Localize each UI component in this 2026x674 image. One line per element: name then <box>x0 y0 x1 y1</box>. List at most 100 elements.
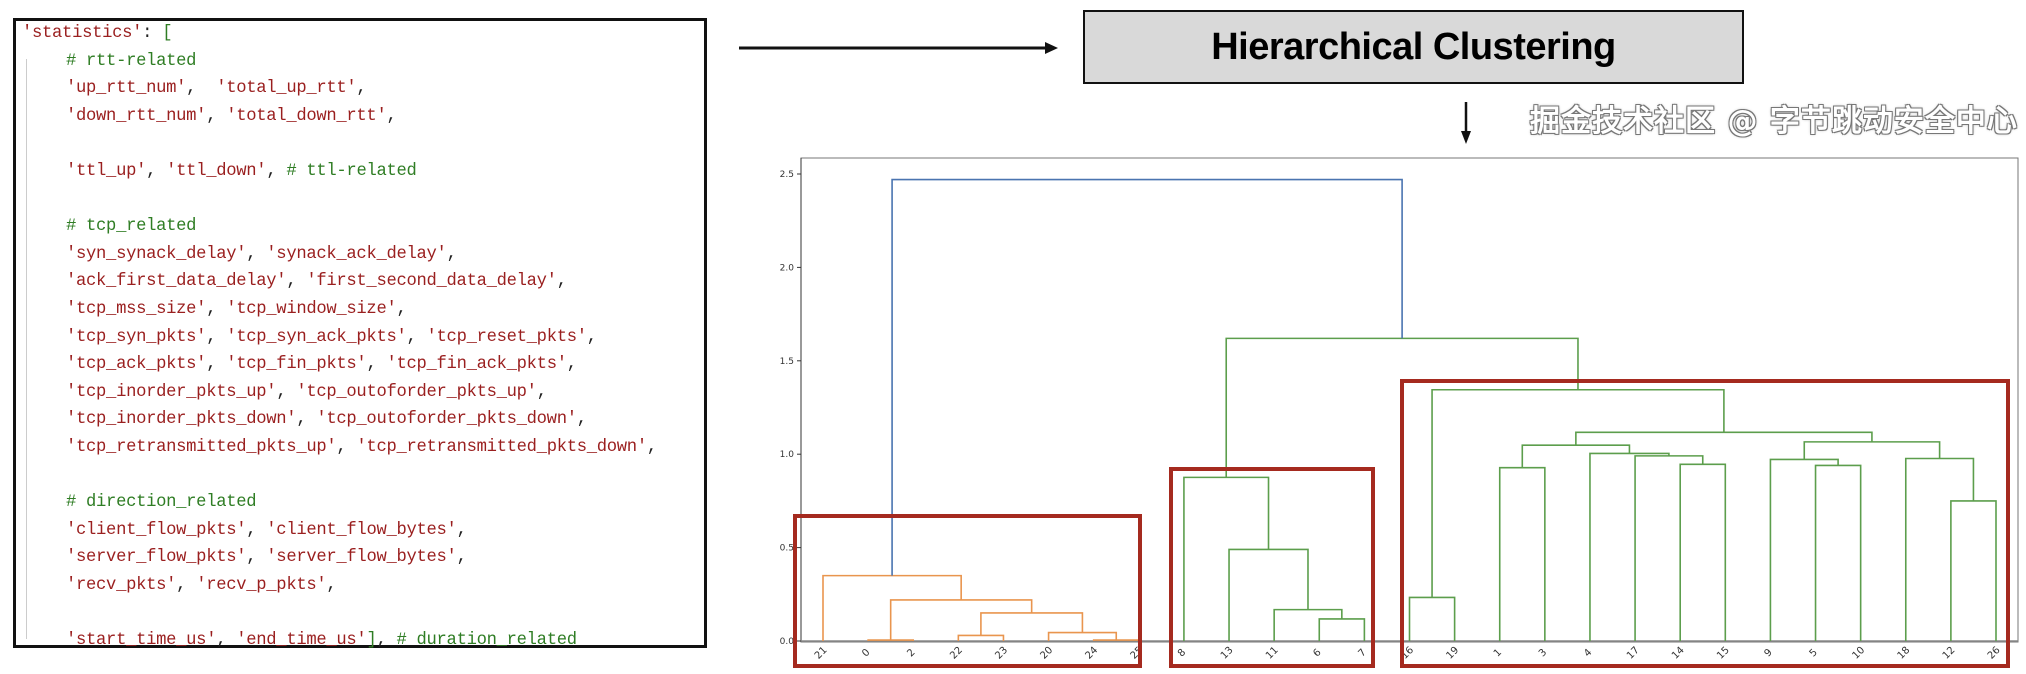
code-line: 'tcp_mss_size', 'tcp_window_size', <box>66 297 407 323</box>
dendrogram-link <box>1769 458 1839 641</box>
code-string: 'tcp_retransmitted_pkts_up' <box>66 438 337 457</box>
leaf-label: 2 <box>905 647 917 659</box>
dendrogram-link <box>1803 441 1941 460</box>
dendrogram-link <box>889 599 1033 641</box>
code-panel: 'statistics': [ # rtt-related 'up_rtt_num'… <box>13 18 707 650</box>
code-punctuation: , <box>646 438 657 457</box>
code-punctuation: , <box>406 327 427 347</box>
code-string: 'tcp_syn_ack_pkts' <box>226 327 407 347</box>
dendrogram-link <box>1575 431 1873 446</box>
dendrogram-chart: 0.00.51.01.52.02.521 0 2 22 23 20 24 25 8 13 11 6 7 1… <box>780 158 2018 668</box>
code-punctuation: , <box>396 300 407 319</box>
code-string: 'ack_first_data_delay' <box>66 272 287 292</box>
code-string: 'recv_p_pkts' <box>196 576 327 595</box>
code-string: 'tcp_reset_pkts' <box>426 327 588 347</box>
code-string: 'tcp_mss_size' <box>66 300 207 319</box>
code-punctuation: , <box>456 548 467 568</box>
leaf-label: 14 <box>1670 645 1687 662</box>
code-string: 'ttl_up' <box>66 162 147 181</box>
code-line: 'tcp_syn_pkts', 'tcp_syn_ack_pkts', 'tcp… <box>66 325 597 351</box>
code-punctuation: , <box>376 631 397 651</box>
code-string: 'tcp_outoforder_pkts_down' <box>316 410 577 430</box>
code-punctuation: , <box>386 106 397 126</box>
code-string: 'end_time_us' <box>236 631 367 651</box>
leaf-label: 15 <box>1715 645 1732 662</box>
code-line: 'tcp_inorder_pkts_down', 'tcp_outoforder… <box>66 407 587 433</box>
leaf-label: 6 <box>1311 647 1323 659</box>
dendrogram-link <box>891 178 1403 576</box>
code-line: # rtt-related <box>66 49 196 75</box>
code-string: 'down_rtt_num' <box>66 106 207 126</box>
indent-guide <box>26 59 27 639</box>
leaf-label: 19 <box>1444 645 1461 662</box>
leaf-label: 13 <box>1219 645 1236 662</box>
code-punctuation: , <box>276 382 297 402</box>
arrow-to-clustering <box>739 42 1058 54</box>
code-punctuation: , <box>176 576 197 595</box>
code-comment: ] <box>366 631 377 651</box>
code-string: 'tcp_inorder_pkts_up' <box>66 382 277 402</box>
dendrogram-link <box>1092 639 1140 641</box>
leaf-label: 11 <box>1264 645 1281 662</box>
leaf-label: 5 <box>1808 647 1820 659</box>
dendrogram-link <box>1589 452 1670 641</box>
y-tick-label: 2.0 <box>780 263 795 273</box>
code-string: 'tcp_outoforder_pkts_up' <box>296 382 537 402</box>
code-string: 'recv_pkts' <box>66 576 177 595</box>
leaf-label: 4 <box>1582 647 1594 659</box>
arrow-to-dendrogram <box>1461 102 1471 144</box>
code-punctuation: , <box>336 438 357 457</box>
leaf-label: 7 <box>1356 647 1368 659</box>
code-comment: # duration_related <box>396 631 577 651</box>
dendrogram-link <box>1904 457 1975 641</box>
dendrogram-link <box>1950 500 1997 641</box>
dendrogram-link <box>1679 463 1727 641</box>
code-line: 'start_time_us', 'end_time_us'], # durat… <box>66 628 577 654</box>
code-string: 'ttl_down' <box>166 162 267 181</box>
code-punctuation: , <box>246 244 267 264</box>
dendrogram-link <box>1634 455 1704 641</box>
code-line: # tcp_related <box>66 214 196 240</box>
code-punctuation: , <box>206 106 227 126</box>
code-string: 'start_time_us' <box>66 631 217 651</box>
dendrogram-link <box>1498 466 1546 641</box>
cluster-3-highlight-box <box>1400 379 2010 668</box>
dendrogram-link <box>867 639 915 641</box>
code-string: 'tcp_fin_ack_pkts' <box>386 355 567 375</box>
dendrogram-link <box>1183 476 1270 641</box>
code-line: 'ttl_up', 'ttl_down', # ttl-related <box>66 159 417 185</box>
y-tick-label: 0.0 <box>780 637 795 647</box>
dendrogram-link <box>1521 444 1631 468</box>
code-line: 'down_rtt_num', 'total_down_rtt', <box>66 104 397 130</box>
code-punctuation: , <box>216 631 237 651</box>
cluster-1-highlight-box <box>793 514 1142 668</box>
leaf-label: 23 <box>993 645 1010 662</box>
code-comment: # rtt-related <box>66 51 197 71</box>
leaf-label: 18 <box>1896 645 1913 662</box>
code-string: 'up_rtt_num' <box>66 79 187 99</box>
code-line: 'client_flow_pkts', 'client_flow_bytes', <box>66 518 467 544</box>
code-punctuation: : <box>142 24 163 43</box>
code-punctuation: , <box>296 410 317 430</box>
dendrogram-link <box>1318 618 1366 641</box>
y-tick-label: 1.5 <box>780 357 794 367</box>
code-punctuation: , <box>456 520 467 540</box>
leaf-label: 24 <box>1084 645 1101 662</box>
code-string: 'tcp_fin_pkts' <box>226 355 367 375</box>
code-punctuation: , <box>246 520 267 540</box>
code-punctuation: , <box>536 382 547 402</box>
code-punctuation: , <box>206 327 227 347</box>
title-label: Hierarchical Clustering <box>1211 25 1616 68</box>
code-punctuation: , <box>556 272 567 292</box>
code-punctuation: , <box>206 300 227 319</box>
code-comment: # ttl-related <box>286 162 417 181</box>
code-line: 'tcp_inorder_pkts_up', 'tcp_outoforder_p… <box>66 380 547 406</box>
code-punctuation: , <box>146 162 167 181</box>
code-punctuation: , <box>356 79 367 99</box>
dendrogram-link <box>822 574 962 641</box>
y-tick-label: 0.5 <box>780 544 794 554</box>
code-punctuation: , <box>326 576 337 595</box>
code-line: 'statistics': [ <box>22 21 173 47</box>
code-line: 'up_rtt_num', 'total_up_rtt', <box>66 76 367 102</box>
